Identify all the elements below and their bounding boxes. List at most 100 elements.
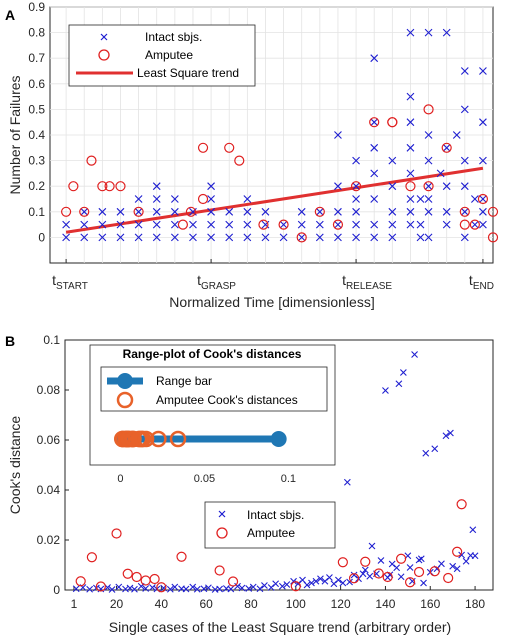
- panel-a-y-ticks: 0 0.1 0.2 0.3 0.4 0.5 0.6 0.7 0.8 0.9: [28, 0, 45, 244]
- intact-point: [72, 585, 80, 593]
- inset-plot: [113, 430, 287, 448]
- intact-point: [417, 555, 425, 563]
- intact-point: [388, 207, 397, 216]
- intact-point: [460, 182, 469, 191]
- intact-point: [290, 577, 297, 585]
- intact-point: [243, 195, 252, 203]
- intact-point: [406, 143, 415, 152]
- amputee-point: [404, 577, 416, 588]
- y-tick-label: 0.7: [28, 51, 45, 65]
- amputee-point: [68, 181, 79, 192]
- intact-point: [170, 195, 179, 203]
- intact-point: [149, 584, 156, 591]
- intact-point: [416, 195, 425, 203]
- intact-point: [303, 581, 311, 589]
- amputee-point: [360, 556, 371, 567]
- amputee-point: [61, 206, 72, 217]
- x-tick-label: 80: [244, 597, 258, 611]
- intact-point: [479, 156, 487, 165]
- x-tick-label: 60: [199, 597, 213, 611]
- x-tick-label: 160: [420, 597, 440, 611]
- intact-point: [442, 28, 451, 37]
- x-tick-label: 20: [110, 597, 124, 611]
- intact-point: [460, 207, 469, 216]
- inset-amputee-point: [125, 430, 142, 448]
- legend-b-intact-marker: [218, 510, 226, 518]
- intact-point: [98, 220, 107, 229]
- amputee-point: [75, 576, 86, 587]
- intact-point: [334, 233, 342, 242]
- intact-point: [261, 233, 270, 242]
- y-tick-label: 0.5: [28, 102, 45, 116]
- inset-x-ticks: 0 0.05 0.1: [117, 473, 296, 485]
- y-tick-label: 0.04: [37, 483, 61, 497]
- panel-b: B 00.020.040.060.080.1 1 20 40 60 80 100 120 14…: [5, 333, 494, 635]
- intact-point: [438, 560, 445, 568]
- intact-point: [370, 233, 379, 242]
- intact-point: [98, 207, 107, 216]
- inset-x-tick-label: 0.05: [194, 473, 215, 485]
- intact-point: [182, 585, 190, 593]
- intact-point: [442, 207, 451, 216]
- inset-amputee-point: [169, 430, 187, 448]
- amputee-point: [337, 557, 348, 568]
- intact-point: [361, 566, 369, 574]
- intact-point: [243, 207, 252, 216]
- amputee-point: [459, 219, 470, 230]
- amputee-point: [382, 571, 393, 583]
- range-bar-max-dot: [270, 431, 287, 447]
- amputee-point: [296, 232, 307, 243]
- intact-point: [397, 573, 405, 581]
- amputee-point: [197, 142, 209, 153]
- intact-point: [334, 182, 342, 191]
- legend-b-amputee-marker: [216, 527, 228, 539]
- inset-amputee-point: [137, 430, 155, 448]
- panel-b-legend: Intact sbjs. Amputee: [204, 501, 336, 549]
- intact-point: [297, 207, 306, 216]
- intact-point: [370, 118, 379, 127]
- amputee-point: [369, 117, 380, 128]
- intact-point: [479, 67, 487, 75]
- intact-point: [442, 220, 451, 229]
- intact-point: [470, 220, 479, 229]
- intact-point: [80, 220, 89, 229]
- amputee-point: [278, 219, 289, 230]
- amputee-point: [133, 206, 144, 217]
- intact-point: [442, 432, 450, 440]
- intact-point: [388, 182, 397, 191]
- intact-point: [116, 220, 125, 229]
- intact-point: [370, 195, 379, 203]
- y-tick-label: 0.08: [37, 383, 61, 397]
- amputee-point: [258, 219, 269, 230]
- x-tick-label: 1: [71, 597, 78, 611]
- y-tick-label: 0.06: [37, 433, 61, 447]
- intact-point: [479, 195, 487, 203]
- y-tick-label: 0.8: [28, 26, 45, 40]
- intact-point: [388, 233, 397, 242]
- intact-point: [225, 220, 234, 229]
- intact-point: [479, 220, 487, 229]
- intact-point: [234, 582, 241, 590]
- intact-point: [406, 207, 415, 216]
- inset-legend-amputee-label: Amputee Cook's distances: [156, 393, 298, 407]
- amputee-point: [227, 576, 239, 587]
- inset-legend-range-dot: [117, 373, 133, 389]
- panel-a-y-axis-label: Number of Failures: [7, 75, 23, 194]
- panel-a-amputee-series: [61, 104, 499, 243]
- intact-point: [442, 182, 451, 191]
- intact-point: [315, 207, 324, 216]
- panel-a-x-axis-label: Normalized Time [dimensionless]: [169, 294, 374, 310]
- intact-point: [470, 195, 479, 203]
- intact-point: [205, 584, 212, 592]
- panel-a-legend: Intact sbjs. Amputee Least Square trend: [68, 24, 256, 87]
- intact-point: [447, 429, 454, 437]
- inset-legend-range-label: Range bar: [156, 374, 212, 388]
- amputee-point: [131, 571, 142, 583]
- intact-point: [420, 579, 427, 587]
- legend-amputee-marker: [98, 49, 110, 61]
- intact-point: [471, 552, 479, 560]
- intact-point: [152, 195, 161, 203]
- intact-point: [131, 585, 138, 593]
- intact-point: [261, 207, 270, 216]
- amputee-point: [459, 206, 470, 217]
